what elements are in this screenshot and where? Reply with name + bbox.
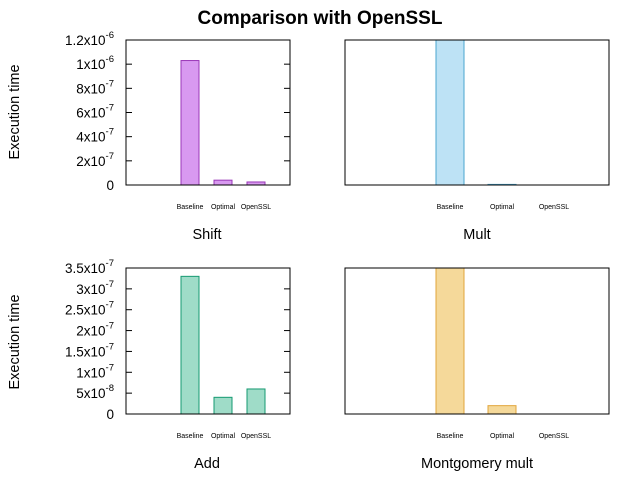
panel-montgomery-mult: Baseline Optimal OpenSSL Montgomery mult	[344, 267, 610, 472]
bar-optimal	[213, 396, 233, 415]
bar-baseline	[180, 275, 200, 415]
ytick-label: 1x10-6	[76, 54, 114, 72]
bar-baseline	[435, 267, 465, 415]
x-axis-label: Montgomery mult	[421, 456, 533, 472]
bar-openssl	[246, 388, 266, 415]
ytick-label: 4x10-7	[76, 127, 114, 145]
ytick-label: 0	[106, 178, 114, 193]
category-label: Baseline	[177, 204, 204, 211]
bar-baseline	[435, 39, 465, 186]
ytick-label: 1.2x10-6	[65, 30, 114, 48]
bar-optimal	[213, 179, 233, 186]
panel-mult: Baseline Optimal OpenSSL Mult	[344, 39, 610, 243]
category-label: Optimal	[211, 433, 236, 440]
ytick-label: 6x10-7	[76, 103, 114, 121]
ylabel-bottom: Execution time	[7, 294, 23, 389]
plot-frame	[125, 267, 291, 415]
plot-frame	[125, 39, 291, 186]
ytick-label: 5x10-8	[76, 383, 114, 401]
x-axis-label: Shift	[192, 227, 221, 243]
category-label: Optimal	[211, 204, 236, 211]
bar-baseline	[180, 60, 200, 186]
ytick-label: 1x10-7	[76, 362, 114, 380]
x-axis-label: Add	[194, 456, 220, 472]
category-label: Baseline	[437, 204, 464, 211]
plot-frame	[344, 39, 610, 186]
ytick-label: 2x10-7	[76, 151, 114, 169]
ytick-label: 1.5x10-7	[65, 341, 114, 359]
category-label: OpenSSL	[241, 204, 271, 211]
category-label: Optimal	[490, 433, 515, 440]
category-label: OpenSSL	[539, 433, 569, 440]
ytick-label: 3.5x10-7	[65, 258, 114, 276]
category-label: Optimal	[490, 204, 515, 211]
panel-add: 0 5x10-8 1x10-7 1.5x10-7 2x10-7 2.5x10-7 3x10-…	[65, 258, 291, 472]
ytick-label: 8x10-7	[76, 78, 114, 96]
chart-panels: 0 2x10-7 4x10-7 6x10-7 8x10-7 1x10-6 1.2x10-6 B…	[65, 30, 610, 472]
ytick-label: 2.5x10-7	[65, 300, 114, 318]
category-label: Baseline	[437, 433, 464, 440]
ytick-label: 2x10-7	[76, 321, 114, 339]
ylabel-top: Execution time	[7, 64, 23, 159]
ytick-label: 0	[106, 407, 114, 422]
category-label: OpenSSL	[539, 204, 569, 211]
x-axis-label: Mult	[463, 227, 490, 243]
chart-title: Comparison with OpenSSL	[198, 8, 443, 29]
category-label: OpenSSL	[241, 433, 271, 440]
panel-shift: 0 2x10-7 4x10-7 6x10-7 8x10-7 1x10-6 1.2x10-6 B…	[65, 30, 291, 243]
bar-optimal	[487, 405, 517, 415]
plot-frame	[344, 267, 610, 415]
category-label: Baseline	[177, 433, 204, 440]
ytick-label: 3x10-7	[76, 279, 114, 297]
